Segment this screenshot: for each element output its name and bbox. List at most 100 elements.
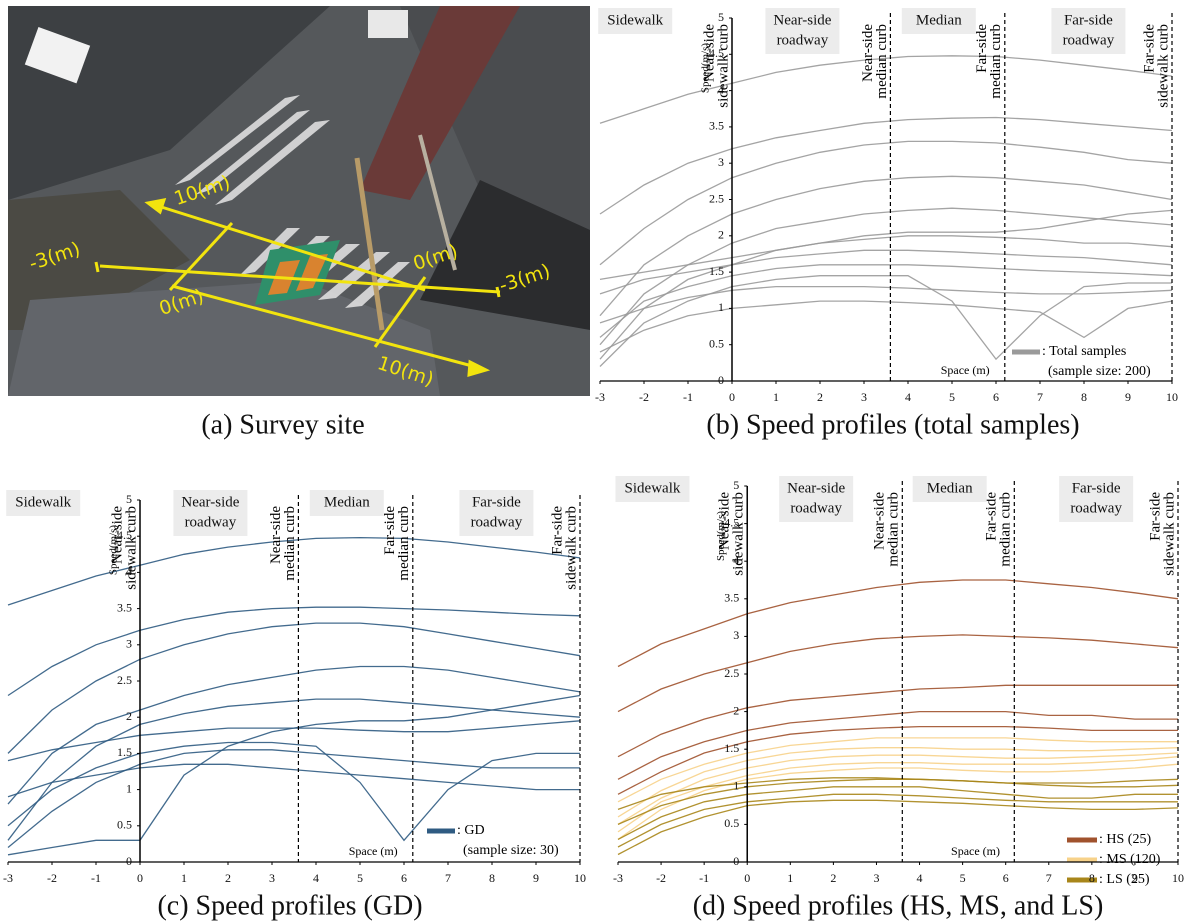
speed-line [617,579,1179,668]
region-label: roadway [790,500,842,516]
region-label: roadway [471,514,523,530]
x-tick-label: -2 [47,871,57,885]
x-tick-label: 0 [137,871,143,885]
region-label: roadway [185,514,237,530]
speed-line [7,665,581,805]
curb-label: sidewalk curb [563,506,579,590]
y-tick-label: 4.5 [709,46,724,60]
y-tick-label: 2 [733,703,739,717]
speed-line [617,778,1179,825]
region-box [901,8,976,34]
y-axis-title: Speed(m/s) [700,43,712,93]
speed-line [7,622,581,754]
x-tick-label: 4 [917,871,923,885]
region-box [6,490,81,516]
curb-label: median curb [998,492,1014,567]
x-tick-label: 6 [401,871,407,885]
x-tick-label: 9 [1132,871,1138,885]
speed-line [599,209,1173,281]
chart: : HS (25): MS (120): LS (25) 0 0.5 1 1.5 2 2.5… [613,476,1184,921]
x-tick-label: 2 [830,871,836,885]
y-tick-label: 4.5 [724,515,739,529]
curb-label: sidewalk curb [715,24,731,108]
x-tick-label: -3 [613,871,623,885]
region-box [309,490,384,516]
curb-label: median curb [886,492,902,567]
speed-line [617,793,1178,848]
curb-label: median curb [988,24,1004,99]
y-tick-label: 3.5 [724,591,739,605]
curb-label: Near-side [701,24,717,82]
chart: : Total samples (sample size: 200) 0 0.5 1 1.… [595,8,1178,440]
speed-line [599,285,1173,324]
x-tick-label: 6 [1003,871,1009,885]
speed-line [599,300,1173,353]
x-tick-label: 10 [1172,871,1184,885]
region-label: Sidewalk [15,494,71,510]
speed-line [617,710,1178,780]
x-tick-label: 0 [729,390,735,404]
x-tick-label: 4 [313,871,319,885]
x-tick-label: 5 [960,871,966,885]
speed-line [617,799,1179,856]
curb-label: sidewalk curb [123,506,139,590]
x-tick-label: 1 [181,871,187,885]
y-tick-label: 0.5 [709,336,724,350]
region-label: Sidewalk [607,12,663,28]
legend-note: (sample size: 30) [463,843,559,858]
x-tick-label: -3 [595,390,605,404]
x-tick-label: 7 [1037,390,1043,404]
y-tick-label: 2.5 [117,673,132,687]
speed-line [599,249,1173,295]
region-label: Sidewalk [625,480,681,496]
speed-line [617,756,1179,833]
speed-line [617,777,1179,811]
y-tick-label: 0 [733,854,739,868]
region-label: roadway [1070,500,1122,516]
region-box [615,476,690,502]
speed-line [7,536,581,606]
x-tick-label: 3 [873,871,879,885]
speed-line [7,698,581,841]
region-box [912,476,987,502]
y-tick-label: 4.5 [117,528,132,542]
x-tick-label: 9 [1125,390,1131,404]
region-box [598,8,673,34]
speed-line [599,235,1173,360]
curb-label: median curb [396,506,412,581]
x-tick-label: 10 [1166,390,1178,404]
y-tick-label: 0.5 [117,818,132,832]
speed-line [7,749,580,849]
survey-photo: 10(m) -3(m) 0(m) 0(m) -3(m) 10(m) [8,6,590,396]
x-tick-label: 0 [744,871,750,885]
x-tick-label: 5 [949,390,955,404]
x-tick-label: 2 [225,871,231,885]
x-tick-label: -2 [656,871,666,885]
speed-line [617,747,1179,818]
x-tick-label: 6 [993,390,999,404]
caption: (c) Speed profiles (GD) [157,890,422,921]
speed-line [617,737,1178,803]
y-tick-label: 3.5 [117,600,132,614]
x-tick-label: 7 [445,871,451,885]
region-label: Far-side [1064,12,1113,28]
curb-label: Near-side [717,492,733,550]
region-box [765,8,840,54]
y-axis-title: Speed(m/s) [715,511,727,561]
region-label: Median [324,494,370,510]
region-box [1059,476,1134,522]
x-tick-label: 8 [1081,390,1087,404]
region-label: Near-side [181,494,239,510]
y-tick-label: 0 [126,854,132,868]
region-label: roadway [1063,32,1115,48]
x-tick-label: 8 [489,871,495,885]
legend-label: : Total samples [1042,344,1126,359]
chart: : GD (sample size: 30) 0 0.5 1 1.5 2 2.5 3 3.5 4 4.… [3,490,586,921]
y-tick-label: 1.5 [117,745,132,759]
y-tick-label: 1 [733,779,739,793]
region-box [459,490,534,536]
x-tick-label: -2 [639,390,649,404]
speed-line [617,725,1178,795]
curb-label: median curb [874,24,890,99]
